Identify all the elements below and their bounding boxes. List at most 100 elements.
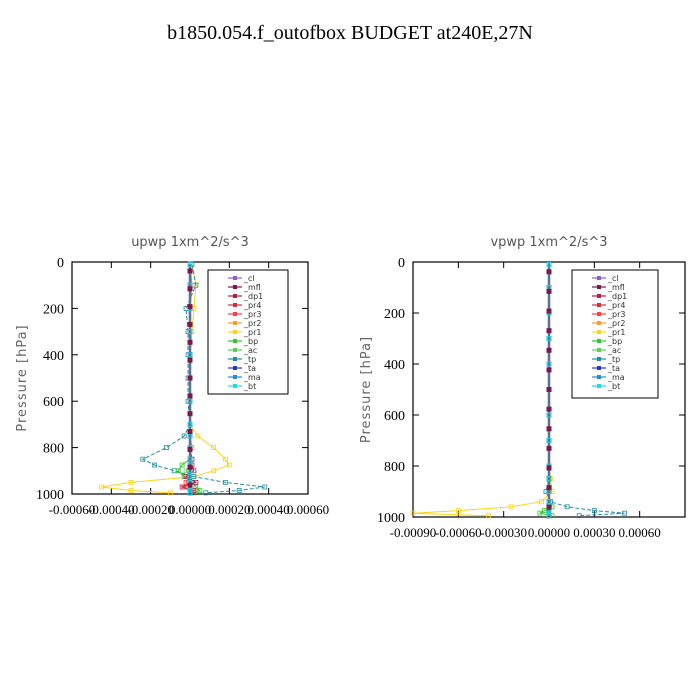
panel-2-data-point — [546, 438, 552, 443]
panel-1-data-point — [183, 305, 189, 311]
panel-2-data-point — [537, 510, 543, 516]
panel-2-x-tick-label: -0.00030 — [480, 525, 527, 540]
panel-2-center-marker — [546, 465, 552, 471]
panel-1-legend-label: _bt — [243, 382, 256, 391]
panel-2-legend-marker — [597, 375, 601, 379]
panel-1-legend-marker — [233, 312, 237, 316]
panel-1-data-point — [181, 433, 187, 439]
panel-2-legend-label: _bp — [607, 337, 622, 346]
panel-1-data-point — [181, 484, 187, 490]
panel-2-center-marker — [546, 308, 552, 314]
panel-2-legend-label: _tp — [607, 355, 620, 364]
panel-1-center-marker — [187, 375, 193, 381]
panel-2-legend-label: _cl — [607, 274, 619, 283]
panel-2-legend-marker — [597, 303, 601, 307]
panel-1-legend-marker — [233, 285, 237, 289]
panel-1-center-marker — [187, 482, 193, 488]
panel-2-legend-label: _bt — [607, 382, 620, 391]
panel-2-center-marker — [546, 426, 552, 432]
panel-1-center-marker — [187, 286, 193, 292]
panel-2-y-tick-label: 1000 — [377, 511, 405, 526]
panel-1-data-point — [128, 479, 134, 485]
panel-1-y-tick-label: 0 — [57, 256, 64, 271]
panel-2-center-marker — [546, 445, 552, 451]
panel-2-legend-label: _pr4 — [607, 301, 625, 310]
panel-1-x-tick-label: -0.00040 — [88, 502, 135, 517]
panel-2-legend-label: _pr1 — [607, 328, 625, 337]
panel-1-legend-label: _ma — [243, 373, 261, 382]
panel-1-data-point — [187, 352, 193, 358]
panel-1-data-point — [187, 398, 193, 404]
panel-2-legend-marker — [597, 330, 601, 334]
panel-2-data-point — [546, 412, 552, 418]
panel-1-data-point — [211, 468, 217, 474]
panel-2-data-point — [591, 508, 597, 514]
panel-2-legend-label: _pr2 — [607, 319, 625, 328]
panel-1-x-tick-label: 0.00060 — [287, 502, 329, 517]
panel-1-data-point — [262, 484, 268, 490]
panel-2-legend-label: _mfl — [607, 283, 625, 292]
panel-1-center-marker — [187, 429, 193, 435]
panel-1-data-point — [167, 490, 173, 496]
panel-1-x-tick-label: 0.00000 — [169, 502, 211, 517]
panel-2-data-point — [486, 513, 491, 519]
panel-1-data-point — [193, 479, 199, 485]
panel-1-legend-label: _tp — [243, 355, 256, 364]
panel-1-data-point — [152, 462, 158, 468]
panel-2-x-tick-label: 0.00000 — [528, 525, 570, 540]
panel-2-legend-marker — [597, 312, 601, 316]
panel-1-series-line — [101, 264, 231, 494]
panel-1-y-tick-label: 800 — [43, 442, 64, 457]
panel-2-x-tick-label: -0.00060 — [435, 525, 482, 540]
panel-1-legend-marker — [233, 366, 237, 370]
panel-2-data-point — [539, 499, 544, 505]
panel-1-data-point — [211, 445, 217, 451]
panel-1-center-marker — [187, 321, 193, 327]
panel-2-legend-marker — [597, 357, 601, 361]
panel-2-y-tick-label: 0 — [398, 256, 405, 271]
panel-1-data-point — [128, 488, 134, 493]
panel-1-legend-label: _cl — [243, 274, 255, 283]
panel-1-data-point — [179, 462, 185, 468]
panel-2-data-point — [576, 513, 582, 519]
panel-2-legend-marker — [597, 366, 601, 370]
panel-2-x-tick-label: 0.00060 — [619, 525, 661, 540]
panel-2-center-marker — [546, 485, 552, 491]
panel-2-data-point — [546, 510, 552, 516]
panel-2-y-tick-label: 600 — [384, 409, 405, 424]
panel-1-legend-box — [207, 269, 289, 395]
panel-1-legend-label: _dp1 — [243, 292, 263, 301]
panel-1-legend-label: _pr2 — [243, 319, 261, 328]
panel-2-y-tick-label: 400 — [384, 358, 405, 373]
panel-2-center-marker — [546, 288, 552, 294]
panel-2-series-line — [412, 264, 553, 517]
panel-2-legend-label: _ta — [607, 364, 620, 373]
panel-1-x-tick-label: -0.00020 — [127, 502, 174, 517]
panel-2-data-point — [546, 513, 552, 519]
panel-2-legend-marker — [597, 321, 601, 325]
panel-1-legend-label: _bp — [243, 337, 258, 346]
panel-1-legend-marker — [233, 294, 237, 298]
panel-2-center-marker — [546, 406, 552, 412]
panel-2-data-point — [546, 361, 552, 367]
panel-2-data-point — [546, 336, 552, 341]
panel-1-y-tick-label: 400 — [43, 349, 64, 364]
panel-2-legend-marker — [597, 348, 601, 352]
panel-2-legend-label: _dp1 — [607, 292, 627, 301]
panel-1-legend-marker — [233, 330, 237, 334]
panel-1-x-tick-label: 0.00020 — [208, 502, 250, 517]
panel-1-legend-label: _ta — [243, 364, 256, 373]
panel-1-legend-label: _mfl — [243, 283, 261, 292]
panel-1-data-point — [187, 456, 193, 462]
panel-2-center-marker — [546, 387, 552, 392]
panel-2-legend-marker — [597, 294, 601, 298]
panel-2-data-point — [546, 262, 552, 267]
panel-1-data-point — [99, 484, 104, 490]
panel-2-data-point — [564, 504, 570, 510]
panel-1-y-tick-label: 1000 — [36, 488, 64, 503]
panel-1-data-point — [187, 421, 193, 427]
panel-2-y-tick-label: 800 — [384, 460, 405, 475]
panel-1-center-marker — [187, 268, 193, 274]
panel-2-x-tick-label: -0.00090 — [390, 525, 437, 540]
